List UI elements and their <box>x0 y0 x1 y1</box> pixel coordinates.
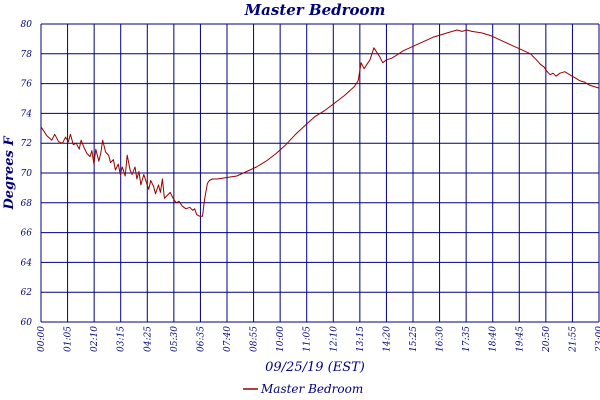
grid <box>40 23 600 323</box>
data-series <box>40 29 600 217</box>
x-tick-label: 17:35 <box>462 326 472 352</box>
x-tick-label: 13:15 <box>356 326 366 352</box>
x-tick-label: 05:30 <box>170 326 180 352</box>
x-tick-label: 00:00 <box>37 326 47 352</box>
x-tick-label: 14:20 <box>382 326 392 352</box>
legend-label: Master Bedroom <box>260 382 363 396</box>
y-tick-label: 64 <box>21 258 33 268</box>
y-tick-label: 60 <box>21 318 33 328</box>
x-axis-label: 09/25/19 (EST) <box>265 360 365 375</box>
x-tick-label: 10:00 <box>276 326 286 352</box>
x-tick-label: 07:40 <box>223 326 233 352</box>
y-tick-label: 76 <box>21 80 33 90</box>
x-tick-label: 03:15 <box>117 326 127 352</box>
y-tick-label: 70 <box>21 169 33 179</box>
x-tick-label: 16:30 <box>436 326 446 352</box>
series-line <box>40 29 600 217</box>
x-tick-label: 04:25 <box>143 326 153 352</box>
x-tick-label: 20:50 <box>542 326 552 353</box>
y-tick-label: 80 <box>21 20 33 30</box>
x-tick-label: 12:10 <box>329 326 339 352</box>
x-tick-label: 02:10 <box>90 326 100 352</box>
chart-title: Master Bedroom <box>244 1 386 19</box>
y-tick-label: 74 <box>21 109 33 119</box>
x-tick-label: 19:45 <box>515 326 525 352</box>
y-tick-label: 78 <box>21 50 33 60</box>
y-axis-ticks: 60 62 64 66 68 70 72 74 76 78 80 <box>21 20 33 328</box>
x-tick-label: 06:35 <box>196 326 206 352</box>
y-tick-label: 72 <box>21 139 33 149</box>
x-tick-label: 01:05 <box>64 326 74 352</box>
x-tick-label: 23:00 <box>595 326 600 353</box>
x-tick-label: 11:05 <box>303 326 313 352</box>
x-tick-label: 21:55 <box>568 326 578 353</box>
y-tick-label: 62 <box>21 288 33 298</box>
x-tick-label: 18:40 <box>489 326 499 352</box>
y-tick-label: 66 <box>21 229 33 239</box>
legend: Master Bedroom <box>243 382 363 396</box>
x-tick-label: 15:25 <box>409 326 419 352</box>
y-tick-label: 68 <box>21 199 33 209</box>
y-axis-label: Degrees F <box>2 136 17 211</box>
x-tick-label: 08:55 <box>250 326 260 352</box>
x-axis-ticks: 00:00 01:05 02:10 03:15 04:25 05:30 06:35 07:40… <box>37 326 600 353</box>
